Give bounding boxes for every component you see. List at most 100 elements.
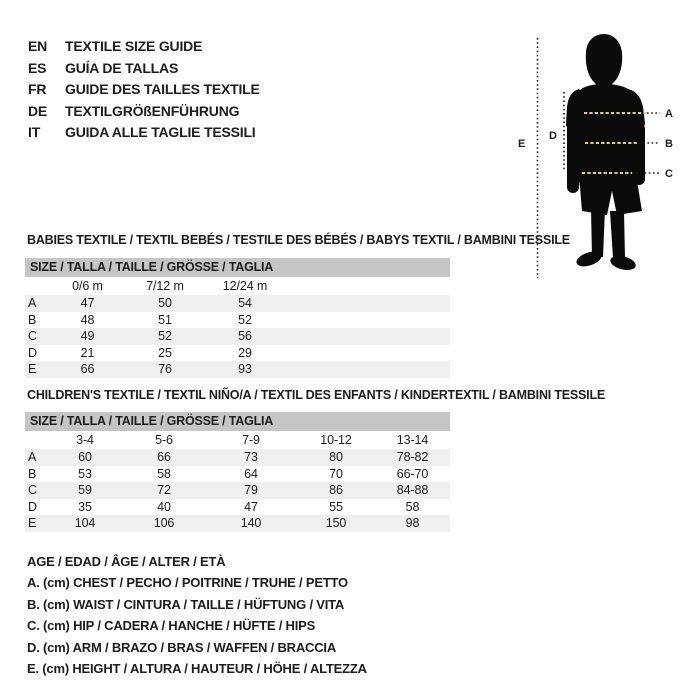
table-cell: 80 — [329, 450, 343, 464]
table-cell: 21 — [80, 345, 95, 360]
table-cell: 55 — [329, 499, 343, 514]
row-label: C — [28, 329, 37, 343]
row-label: D — [28, 345, 37, 360]
babies-size-table: 0/6 m 7/12 m 12/24 m A 47 50 54 B 48 51 … — [25, 277, 450, 378]
table-cell: 66 — [80, 362, 95, 376]
children-table-title: CHILDREN'S TEXTILE / TEXTIL NIÑO/A / TEX… — [27, 388, 606, 402]
language-row-en: EN TEXTILE SIZE GUIDE — [28, 36, 260, 58]
table-row: E 104 106 140 150 98 — [25, 515, 450, 532]
babies-column-header: 7/12 m — [146, 279, 184, 293]
table-cell: 29 — [238, 345, 252, 360]
table-row: A 47 50 54 — [25, 295, 450, 312]
child-silhouette-figure: A B C D E — [518, 34, 673, 278]
legend-line-height: E. (cm) HEIGHT / ALTURA / HAUTEUR / HÖHE… — [27, 661, 367, 677]
table-row: C 49 52 56 — [25, 328, 450, 345]
table-row: B 53 58 64 70 66-70 — [25, 466, 450, 483]
language-row-de: DE TEXTILGRÖßENFÜHRUNG — [28, 101, 260, 123]
marker-label-b: B — [665, 138, 673, 150]
children-column-header: 13-14 — [396, 433, 429, 447]
table-cell: 78-82 — [396, 450, 429, 464]
language-row-it: IT GUIDA ALLE TAGLIE TESSILI — [28, 122, 260, 144]
marker-label-a: A — [665, 108, 673, 120]
table-cell: 49 — [80, 329, 95, 343]
language-code: IT — [28, 124, 41, 140]
legend-line-waist: B. (cm) WAIST / CINTURA / TAILLE / HÜFTU… — [27, 596, 345, 612]
language-code: FR — [28, 81, 47, 97]
row-label: B — [28, 466, 37, 481]
language-code: ES — [28, 59, 47, 76]
table-cell: 47 — [80, 296, 95, 310]
babies-size-header-bar: SIZE / TALLA / TAILLE / GRÖSSE / TAGLIA — [25, 258, 450, 277]
table-cell: 140 — [240, 516, 262, 530]
table-cell: 35 — [78, 499, 92, 514]
table-cell: 52 — [158, 329, 172, 343]
table-cell: 58 — [157, 466, 171, 481]
row-label: E — [28, 362, 37, 376]
table-row: A 60 66 73 80 78-82 — [25, 449, 450, 466]
children-column-header: 5-6 — [155, 433, 173, 447]
table-cell: 106 — [153, 516, 175, 530]
language-title: TEXTILGRÖßENFÜHRUNG — [65, 102, 240, 119]
babies-column-header: 0/6 m — [72, 279, 103, 293]
table-row: E 66 76 93 — [25, 361, 450, 378]
table-cell: 66 — [157, 450, 171, 464]
language-title: GUÍA DE TALLAS — [65, 59, 179, 76]
language-list: EN TEXTILE SIZE GUIDE ES GUÍA DE TALLAS … — [28, 36, 260, 144]
legend-line-age: AGE / EDAD / ÂGE / ALTER / ETÀ — [27, 554, 226, 569]
table-cell: 73 — [244, 450, 258, 464]
table-cell: 86 — [329, 483, 343, 497]
language-title: GUIDE DES TAILLES TEXTILE — [65, 81, 260, 97]
table-cell: 64 — [244, 466, 258, 481]
language-title: GUIDA ALLE TAGLIE TESSILI — [65, 124, 256, 140]
row-label: A — [28, 450, 37, 464]
children-column-header: 3-4 — [76, 433, 94, 447]
legend-line-hip: C. (cm) HIP / CADERA / HANCHE / HÜFTE / … — [27, 618, 316, 634]
table-cell: 60 — [78, 450, 92, 464]
table-cell: 93 — [238, 362, 252, 376]
table-cell: 58 — [405, 499, 420, 514]
table-cell: 150 — [325, 516, 347, 530]
table-cell: 84-88 — [396, 483, 429, 497]
table-row: C 59 72 79 86 84-88 — [25, 482, 450, 499]
table-cell: 76 — [158, 362, 172, 376]
legend-line-chest: A. (cm) CHEST / PECHO / POITRINE / TRUHE… — [27, 575, 348, 591]
table-cell: 54 — [238, 296, 252, 310]
table-cell: 98 — [405, 516, 420, 530]
legend-line-arm: D. (cm) ARM / BRAZO / BRAS / WAFFEN / BR… — [27, 639, 337, 655]
table-cell: 56 — [238, 329, 252, 343]
table-cell: 51 — [158, 312, 172, 327]
table-cell: 79 — [244, 483, 258, 497]
row-label: E — [28, 516, 37, 530]
row-label: B — [28, 312, 37, 327]
table-row: D 21 25 29 — [25, 345, 450, 362]
table-cell: 25 — [158, 345, 172, 360]
table-cell: 48 — [80, 312, 95, 327]
table-cell: 70 — [329, 466, 343, 481]
children-size-table: 3-4 5-6 7-9 10-12 13-14 A 60 66 73 80 78… — [25, 431, 450, 532]
children-column-header: 10-12 — [320, 433, 352, 447]
marker-label-c: C — [665, 168, 673, 180]
babies-column-header-row: 0/6 m 7/12 m 12/24 m — [25, 277, 450, 295]
table-cell: 50 — [158, 296, 172, 310]
language-code: DE — [28, 102, 48, 119]
row-label: A — [28, 296, 37, 310]
children-size-header-bar: SIZE / TALLA / TAILLE / GRÖSSE / TAGLIA — [25, 412, 450, 431]
children-column-header: 7-9 — [242, 433, 260, 447]
table-cell: 66-70 — [396, 466, 429, 481]
table-cell: 52 — [238, 312, 252, 327]
row-label: C — [28, 483, 37, 497]
children-column-header-row: 3-4 5-6 7-9 10-12 13-14 — [25, 431, 450, 449]
table-cell: 47 — [244, 499, 258, 514]
table-cell: 40 — [157, 499, 171, 514]
marker-label-e: E — [518, 138, 525, 150]
babies-table-title: BABIES TEXTILE / TEXTIL BEBÉS / TESTILE … — [27, 233, 570, 247]
table-cell: 59 — [78, 483, 92, 497]
measurement-legend: AGE / EDAD / ÂGE / ALTER / ETÀ A. (cm) C… — [27, 551, 367, 679]
table-cell: 53 — [78, 466, 92, 481]
table-row: B 48 51 52 — [25, 312, 450, 329]
table-cell: 72 — [157, 483, 171, 497]
language-row-es: ES GUÍA DE TALLAS — [28, 58, 260, 80]
babies-column-header: 12/24 m — [222, 279, 268, 293]
language-row-fr: FR GUIDE DES TAILLES TEXTILE — [28, 79, 260, 101]
